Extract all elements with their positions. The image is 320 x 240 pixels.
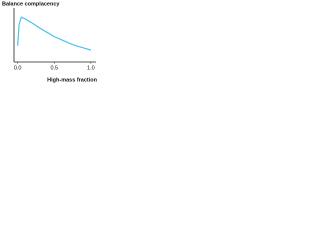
y-axis-label: Balance complacency [2,1,60,7]
chart: Balance complacency High-mass fraction 0… [2,1,98,83]
x-tick-label: 1.0 [87,65,95,71]
line [17,16,92,51]
x-axis-label: High-mass fraction [47,77,97,83]
x-tick-label: 0.0 [14,65,22,71]
x-tick-label: 0.5 [50,65,58,71]
page: {"chart_data": {"type": "line", "ylabel"… [0,0,320,89]
